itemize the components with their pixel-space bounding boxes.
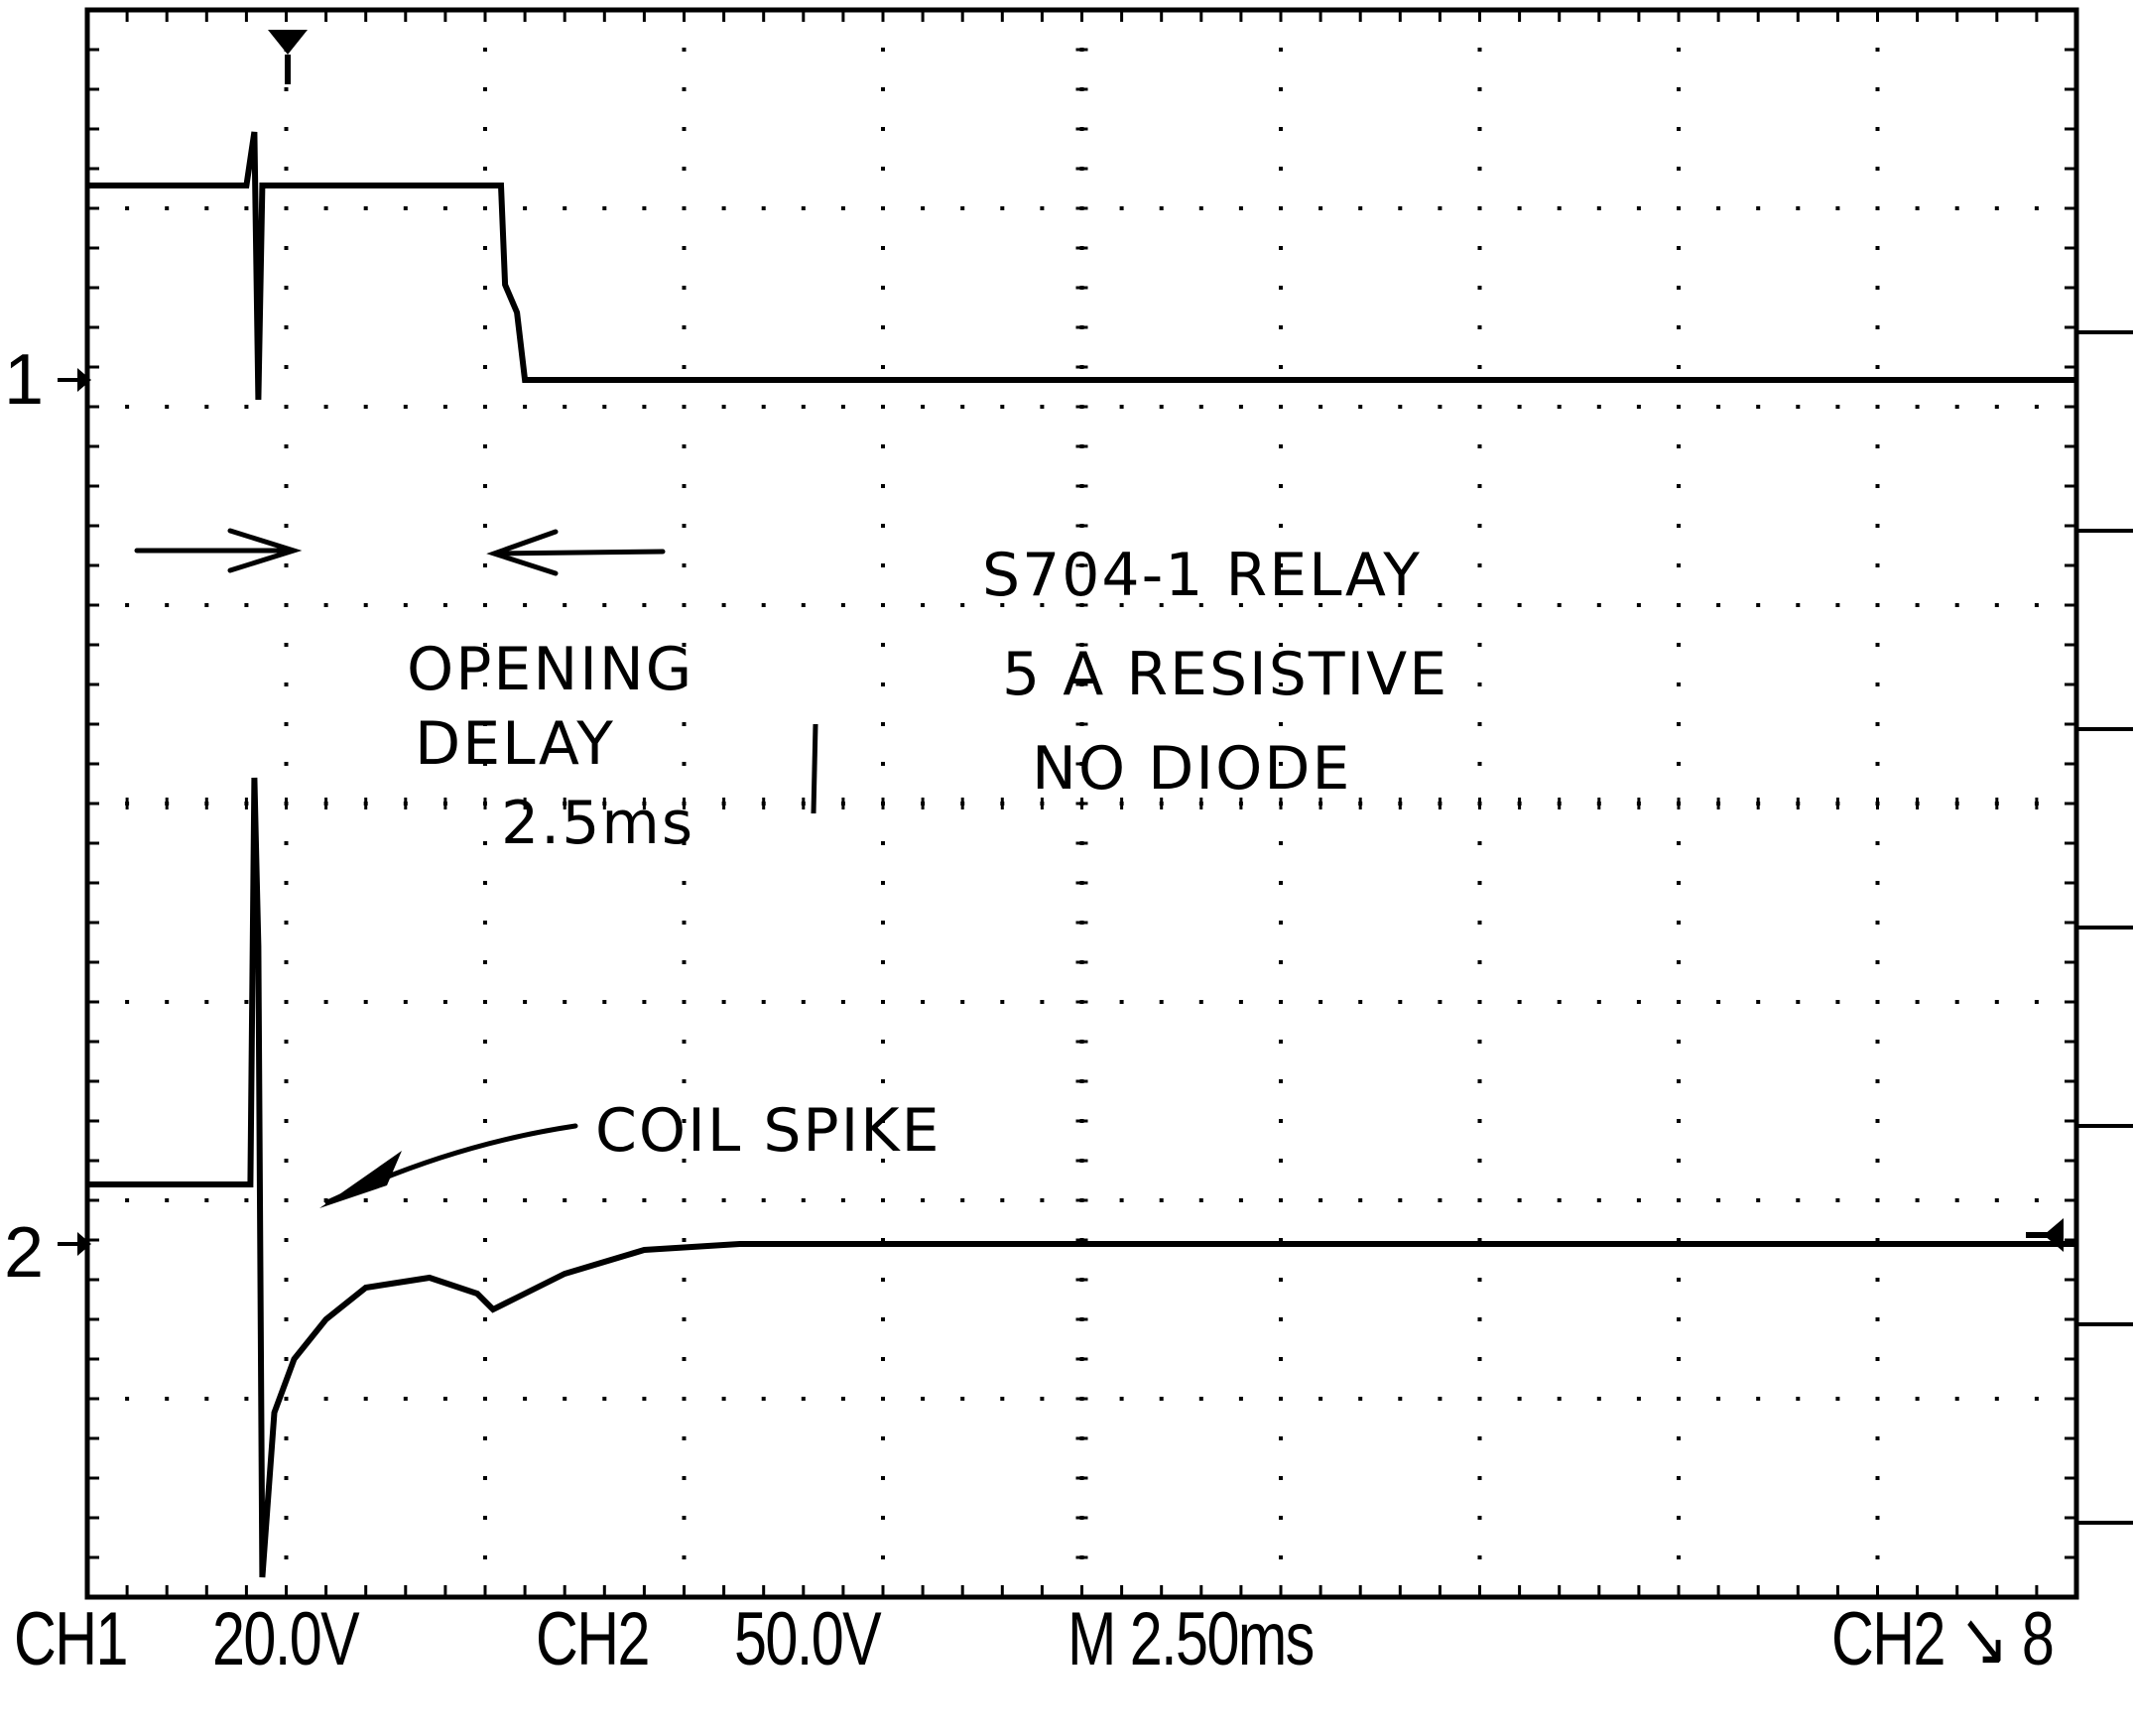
relay-note: S704-1 RELAY 5 A RESISTIVE NO DIODE — [982, 541, 1448, 804]
coil-spike-note: COIL SPIKE — [319, 1096, 941, 1208]
graticule-border — [84, 7, 2079, 1600]
relay-note-line3: NO DIODE — [1032, 734, 1351, 804]
relay-note-line2: 5 A RESISTIVE — [1002, 640, 1448, 709]
opening-note-line3: 2.5ms — [501, 789, 694, 858]
timebase-readout: M 2.50ms — [1067, 1597, 1315, 1681]
trigger-position-marker — [268, 30, 308, 84]
trigger-level-marker — [2026, 1218, 2064, 1252]
ch1-marker-label: 1 — [4, 340, 44, 420]
ch2-trace — [87, 777, 2076, 1578]
opening-delay-arrows — [134, 528, 666, 576]
relay-note-line1: S704-1 RELAY — [982, 541, 1422, 610]
trigger-readout: CH2 ↘ 8 — [1831, 1597, 2055, 1681]
ch1-trace — [87, 131, 2076, 401]
waveform-traces — [87, 131, 2076, 1578]
ch1-ground-marker: 1 — [4, 340, 91, 420]
ch2-ground-marker: 2 — [4, 1213, 91, 1293]
ch2-label: CH2 — [536, 1597, 650, 1681]
coil-spike-label: COIL SPIKE — [595, 1096, 941, 1166]
ch1-label: CH1 — [14, 1597, 128, 1681]
opening-note-line2: DELAY — [415, 709, 615, 779]
ch2-scale: 50.0V — [734, 1597, 882, 1681]
opening-note-line1: OPENING — [407, 635, 693, 704]
right-edge-ticks — [2076, 330, 2133, 1525]
ch2-marker-label: 2 — [4, 1213, 44, 1293]
ch1-scale: 20.0V — [212, 1597, 360, 1681]
opening-delay-note: OPENING DELAY 2.5ms — [407, 635, 818, 858]
